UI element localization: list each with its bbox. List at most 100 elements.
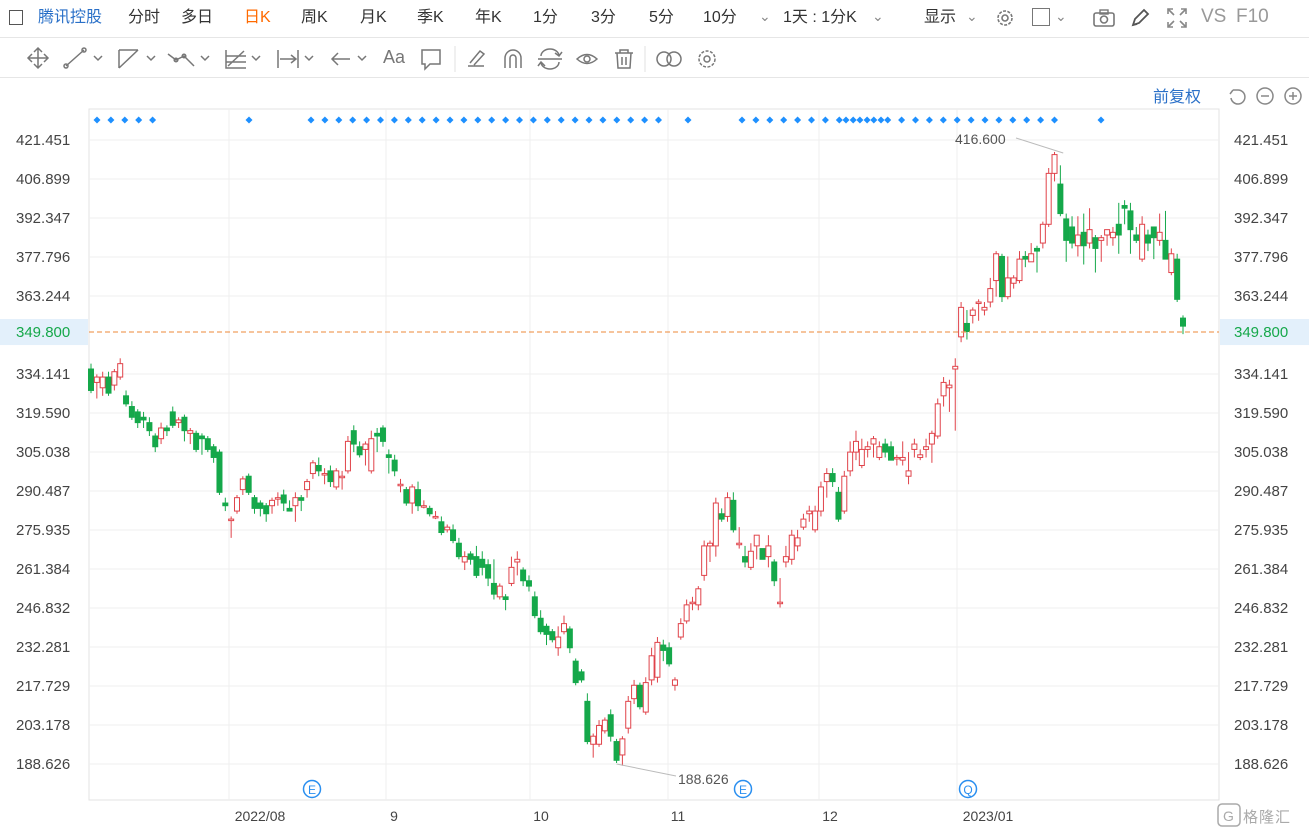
adjust-price-button[interactable]: 前复权 xyxy=(1153,88,1201,106)
layout-chevron-icon[interactable]: ⌄ xyxy=(1055,8,1067,24)
candle-body xyxy=(613,741,620,761)
candle xyxy=(1139,216,1146,262)
comment-icon[interactable] xyxy=(421,49,441,71)
undo-icon[interactable] xyxy=(1229,89,1246,105)
period-tab[interactable]: 季K xyxy=(417,9,444,26)
sync-icon[interactable] xyxy=(537,48,563,70)
trash-icon[interactable] xyxy=(615,49,633,69)
candle xyxy=(1127,202,1134,254)
candle-body xyxy=(356,446,363,456)
period-tab[interactable]: 周K xyxy=(301,9,328,26)
y-tick-label-left: 203.178 xyxy=(16,717,70,734)
candles xyxy=(88,151,1186,766)
candle-body xyxy=(1022,255,1029,260)
candle xyxy=(315,457,322,477)
signal-diamond xyxy=(794,116,802,124)
period-tab[interactable]: 3分 xyxy=(591,9,616,26)
candle xyxy=(514,551,521,576)
fibonacci-icon[interactable] xyxy=(225,50,261,69)
gear-icon[interactable] xyxy=(994,7,1016,34)
candle-body xyxy=(520,569,527,582)
candle xyxy=(105,371,112,396)
move-icon[interactable] xyxy=(26,46,50,70)
f10-button[interactable]: F10 xyxy=(1236,6,1269,27)
fullscreen-icon[interactable] xyxy=(1166,7,1188,34)
text-tool-icon[interactable]: Aa xyxy=(383,47,406,67)
stock-name[interactable]: 腾讯控股 xyxy=(38,9,103,26)
candle-body xyxy=(1150,226,1157,239)
period-tab[interactable]: 年K xyxy=(475,9,502,26)
line-icon[interactable] xyxy=(63,47,103,69)
display-button[interactable]: 显示 xyxy=(924,9,957,26)
signal-diamond xyxy=(390,116,398,124)
period-tab[interactable]: 5分 xyxy=(649,9,674,26)
candle xyxy=(485,559,492,587)
period-tab[interactable]: 分时 xyxy=(128,9,161,26)
layout-icon[interactable] xyxy=(1032,8,1050,26)
zoom-in-icon[interactable] xyxy=(1284,87,1302,105)
interval-select[interactable]: 1天 : 1分K xyxy=(783,9,857,26)
candle-body xyxy=(245,475,252,493)
candle xyxy=(765,535,772,568)
candle-body xyxy=(543,625,550,635)
candle xyxy=(146,417,153,437)
candle-body xyxy=(455,542,462,558)
measure-icon[interactable] xyxy=(277,50,314,68)
pencil-icon[interactable] xyxy=(1129,7,1151,34)
signal-diamond xyxy=(93,116,101,124)
period-tab[interactable]: 10分 xyxy=(703,9,737,26)
period-tab[interactable]: 1分 xyxy=(533,9,558,26)
y-tick-label-left: 217.729 xyxy=(16,678,70,695)
zoom-out-icon[interactable] xyxy=(1256,87,1274,105)
candle xyxy=(771,559,778,587)
panel-toggle-icon[interactable] xyxy=(9,10,23,25)
candlestick-chart[interactable]: E E Q 421.451 421.451 406.899 406.899 392.347 3… xyxy=(0,78,1309,835)
candle-body xyxy=(263,505,270,515)
settings-icon[interactable] xyxy=(698,50,716,68)
candle-body xyxy=(753,534,760,547)
compare-icon[interactable] xyxy=(656,51,682,67)
candle xyxy=(975,299,982,321)
event-marker[interactable]: E xyxy=(733,779,753,799)
period-tab[interactable]: 月K xyxy=(360,9,387,26)
signal-diamond xyxy=(418,116,426,124)
display-chevron-icon[interactable]: ⌄ xyxy=(966,8,978,24)
y-tick-label-right: 203.178 xyxy=(1234,717,1288,734)
candle xyxy=(175,417,182,428)
signal-diamond xyxy=(738,116,746,124)
candle xyxy=(239,476,246,495)
period-tab[interactable]: 多日 xyxy=(181,9,214,26)
pen-icon[interactable] xyxy=(468,49,486,67)
candle xyxy=(596,720,603,747)
candle-body xyxy=(152,435,159,448)
signal-diamond xyxy=(377,116,384,124)
period-tab[interactable]: 日K xyxy=(244,9,271,26)
candle-body xyxy=(963,322,970,332)
arrow-icon[interactable] xyxy=(330,52,367,66)
camera-icon[interactable] xyxy=(1092,8,1116,33)
candle-body xyxy=(269,499,276,507)
magnet-icon[interactable] xyxy=(504,49,522,68)
eye-icon[interactable] xyxy=(575,53,599,65)
signal-diamond xyxy=(557,116,565,124)
candle-body xyxy=(981,306,988,311)
candle-body xyxy=(111,371,118,386)
event-marker[interactable]: Q xyxy=(958,779,978,799)
event-marker[interactable]: E xyxy=(302,779,322,799)
candle-body xyxy=(134,411,141,424)
interval-chevron-icon[interactable]: ⌄ xyxy=(872,8,884,24)
channel-icon[interactable] xyxy=(118,49,156,69)
candle-body xyxy=(852,440,859,453)
candle xyxy=(1074,216,1081,257)
candle xyxy=(309,460,316,479)
candle-body xyxy=(315,465,322,472)
x-tick-label: 2023/01 xyxy=(963,808,1014,824)
chevron-down-icon[interactable]: ⌄ xyxy=(759,8,771,24)
candle xyxy=(298,494,305,512)
candle-body xyxy=(426,507,433,515)
vs-button[interactable]: VS xyxy=(1201,6,1227,27)
candle xyxy=(619,736,626,766)
candle-body xyxy=(654,641,661,678)
polyline-icon[interactable] xyxy=(167,53,210,67)
